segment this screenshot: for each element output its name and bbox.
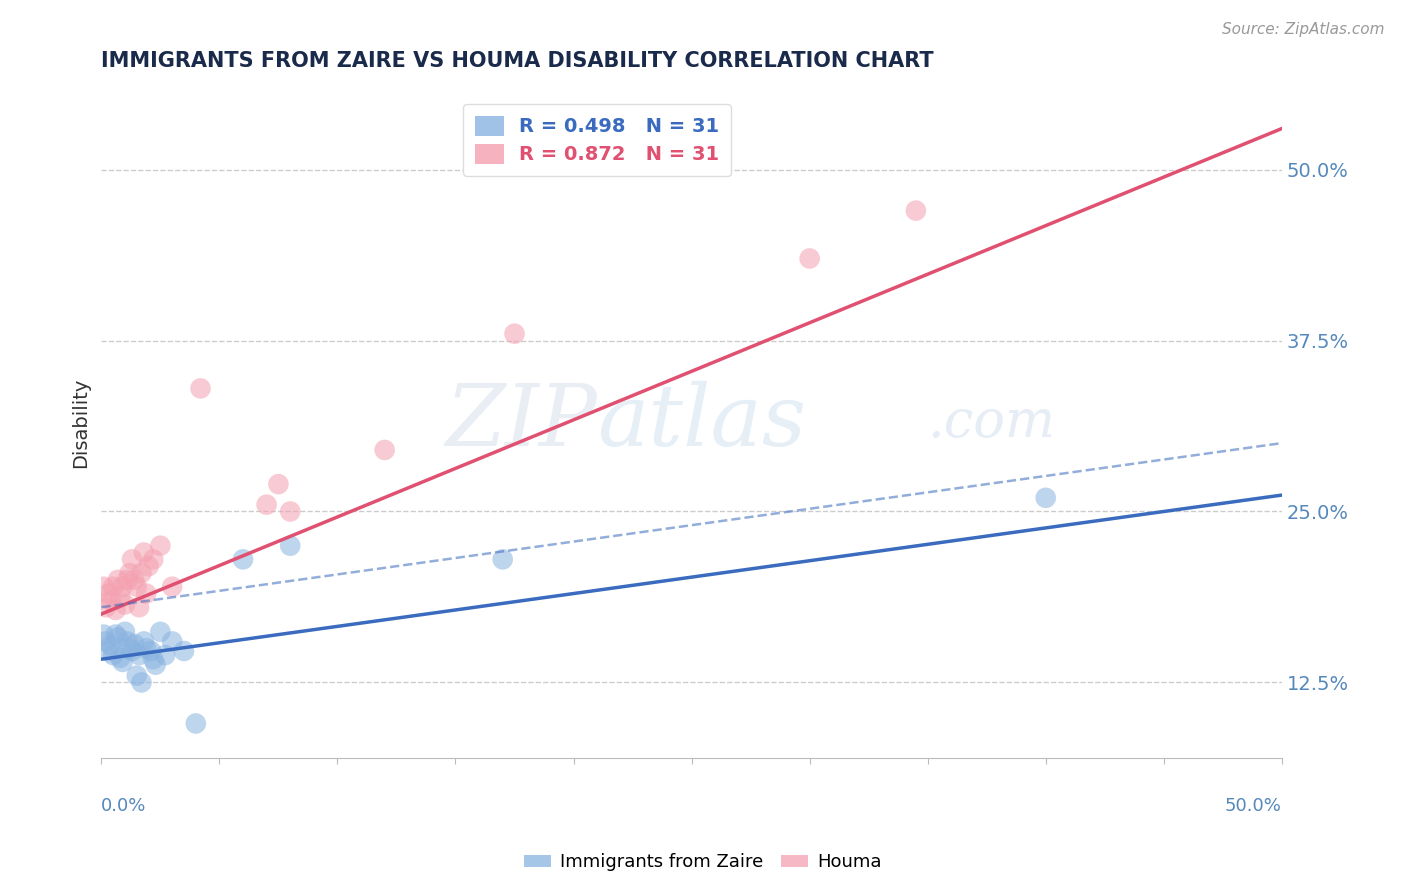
Point	[492, 552, 515, 566]
Point	[114, 624, 136, 639]
Point	[110, 650, 132, 665]
Text: .com: .com	[928, 397, 1056, 448]
Text: IMMIGRANTS FROM ZAIRE VS HOUMA DISABILITY CORRELATION CHART: IMMIGRANTS FROM ZAIRE VS HOUMA DISABILIT…	[101, 51, 934, 70]
Point	[117, 634, 139, 648]
Point	[104, 603, 127, 617]
Legend: R = 0.498   N = 31, R = 0.872   N = 31: R = 0.498 N = 31, R = 0.872 N = 31	[463, 104, 731, 176]
Point	[100, 639, 122, 653]
Point	[135, 586, 157, 600]
Point	[107, 630, 129, 644]
Point	[149, 539, 172, 553]
Point	[139, 644, 162, 658]
Point	[374, 442, 396, 457]
Point	[121, 644, 143, 658]
Point	[97, 644, 120, 658]
Point	[111, 580, 134, 594]
Point	[1035, 491, 1057, 505]
Text: ZIP: ZIP	[446, 381, 598, 464]
Y-axis label: Disability: Disability	[72, 377, 90, 467]
Point	[138, 559, 160, 574]
Point	[128, 648, 150, 662]
Point	[97, 586, 120, 600]
Point	[101, 648, 124, 662]
Point	[94, 634, 117, 648]
Text: Source: ZipAtlas.com: Source: ZipAtlas.com	[1222, 22, 1385, 37]
Point	[173, 644, 195, 658]
Point	[93, 627, 115, 641]
Point	[125, 580, 148, 594]
Text: atlas: atlas	[598, 381, 806, 464]
Point	[121, 552, 143, 566]
Point	[278, 539, 301, 553]
Point	[118, 641, 141, 656]
Point	[256, 498, 278, 512]
Point	[232, 552, 254, 566]
Point	[799, 252, 821, 266]
Legend: Immigrants from Zaire, Houma: Immigrants from Zaire, Houma	[517, 847, 889, 879]
Point	[104, 627, 127, 641]
Point	[117, 573, 139, 587]
Point	[160, 634, 183, 648]
Point	[267, 477, 290, 491]
Point	[93, 580, 115, 594]
Point	[124, 637, 146, 651]
Point	[124, 573, 146, 587]
Point	[184, 716, 207, 731]
Point	[145, 657, 167, 672]
Point	[904, 203, 927, 218]
Point	[114, 598, 136, 612]
Point	[110, 589, 132, 603]
Point	[131, 675, 153, 690]
Point	[190, 381, 212, 395]
Point	[153, 648, 176, 662]
Text: 50.0%: 50.0%	[1225, 797, 1282, 814]
Point	[149, 624, 172, 639]
Text: 0.0%: 0.0%	[101, 797, 146, 814]
Point	[135, 641, 157, 656]
Point	[132, 634, 155, 648]
Point	[131, 566, 153, 580]
Point	[142, 552, 165, 566]
Point	[142, 652, 165, 666]
Point	[118, 566, 141, 580]
Point	[107, 573, 129, 587]
Point	[278, 504, 301, 518]
Point	[160, 580, 183, 594]
Point	[132, 545, 155, 559]
Point	[94, 600, 117, 615]
Point	[128, 600, 150, 615]
Point	[101, 580, 124, 594]
Point	[100, 593, 122, 607]
Point	[111, 655, 134, 669]
Point	[503, 326, 526, 341]
Point	[125, 668, 148, 682]
